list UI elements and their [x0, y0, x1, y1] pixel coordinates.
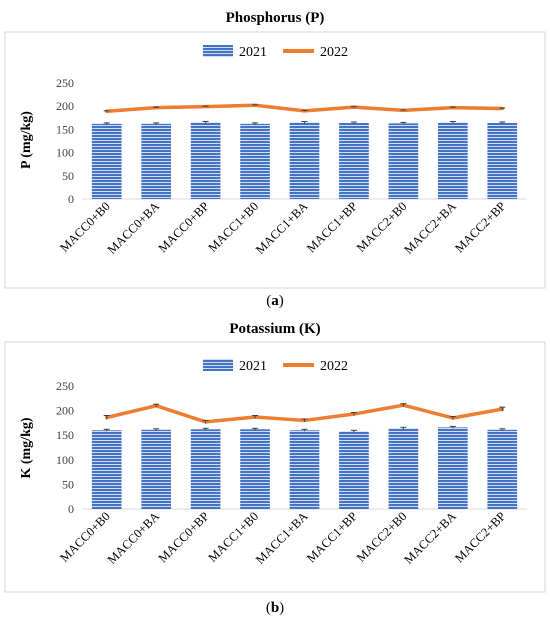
chart-b-panel-letter: b [271, 600, 279, 616]
chart-b-bar-MACC1+B0 [240, 429, 270, 509]
legend-b-bar-swatch [203, 359, 233, 371]
chart-a-ytick-250: 250 [56, 76, 74, 90]
chart-a-bar-MACC1+BP [339, 122, 369, 199]
legend-b-line-label: 2022 [320, 359, 348, 374]
chart-b-bar-MACC1+BP [339, 431, 369, 509]
chart-b-title: Potassium (K) [229, 321, 320, 337]
chart-a-ytick-150: 150 [56, 122, 74, 136]
chart-a-ytick-100: 100 [56, 146, 74, 160]
chart-b-ytick-100: 100 [56, 453, 74, 467]
chart-a-panel-label: (a) [266, 293, 284, 309]
chart-b-ytick-200: 200 [56, 404, 74, 418]
chart-b-ytick-150: 150 [56, 428, 74, 442]
chart-a-bar-MACC0+BA [141, 123, 171, 199]
chart-b-bar-MACC0+BP [190, 429, 221, 509]
legend-b-bar-label: 2021 [239, 359, 267, 374]
chart-a-ytick-200: 200 [56, 99, 74, 113]
chart-a-bar-MACC2+BA [438, 122, 468, 199]
chart-a-panel-letter: a [271, 293, 279, 309]
chart-a-bar-MACC1+BA [289, 122, 320, 199]
chart-b-bar-MACC2+B0 [388, 428, 419, 509]
chart-a-bar-MACC1+B0 [240, 123, 270, 199]
chart-a-legend: 2021 2022 [203, 45, 348, 60]
legend-a-line-label: 2022 [320, 45, 348, 60]
chart-a-ylabel: P (mg/kg) [19, 111, 34, 169]
chart-b-bar-MACC0+BA [141, 429, 171, 509]
chart-a-title: Phosphorus (P) [226, 10, 325, 26]
chart-a-ytick-0: 0 [68, 192, 74, 206]
chart-a-bar-MACC0+B0 [91, 123, 122, 199]
chart-b-ylabel: K (mg/kg) [19, 417, 34, 478]
chart-b-panel-label: (b) [266, 600, 284, 616]
chart-b-ytick-250: 250 [56, 379, 74, 393]
chart-b-ytick-50: 50 [62, 477, 74, 491]
chart-a-bar-MACC2+B0 [388, 123, 419, 199]
chart-a-ytick-50: 50 [62, 169, 74, 183]
chart-a-bar-MACC2+BP [487, 122, 518, 199]
chart-b-ytick-0: 0 [68, 502, 74, 516]
chart-b-bar-MACC2+BP [487, 429, 518, 509]
chart-b-legend: 2021 2022 [203, 359, 348, 374]
chart-a-bar-MACC0+BP [190, 122, 221, 199]
chart-b-bar-MACC2+BA [438, 427, 468, 509]
chart-b-bar-MACC1+BA [289, 430, 320, 509]
legend-a-bar-label: 2021 [239, 45, 267, 60]
legend-a-bar-swatch [203, 45, 233, 57]
chart-b-bar-MACC0+B0 [91, 430, 122, 509]
